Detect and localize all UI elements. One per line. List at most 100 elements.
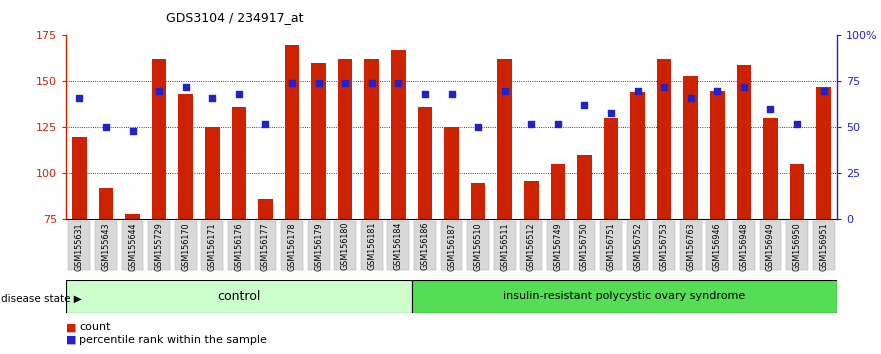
Point bbox=[764, 106, 778, 112]
Text: GSM156186: GSM156186 bbox=[420, 222, 429, 270]
FancyBboxPatch shape bbox=[813, 221, 834, 270]
Text: GSM156949: GSM156949 bbox=[766, 222, 775, 271]
Point bbox=[232, 91, 246, 97]
FancyBboxPatch shape bbox=[69, 221, 90, 270]
Point bbox=[790, 121, 804, 127]
Bar bbox=[338, 59, 352, 219]
Bar bbox=[789, 164, 804, 219]
FancyBboxPatch shape bbox=[680, 221, 701, 270]
FancyBboxPatch shape bbox=[414, 221, 436, 270]
FancyBboxPatch shape bbox=[600, 221, 622, 270]
Text: GSM156753: GSM156753 bbox=[660, 222, 669, 271]
Point bbox=[737, 84, 751, 90]
Text: GSM156180: GSM156180 bbox=[341, 222, 350, 270]
Text: GSM156177: GSM156177 bbox=[261, 222, 270, 271]
FancyBboxPatch shape bbox=[228, 221, 249, 270]
FancyBboxPatch shape bbox=[388, 221, 410, 270]
Text: control: control bbox=[218, 290, 261, 303]
FancyBboxPatch shape bbox=[440, 221, 463, 270]
Point bbox=[444, 91, 458, 97]
Point bbox=[285, 80, 299, 86]
Text: disease state ▶: disease state ▶ bbox=[1, 294, 82, 304]
Bar bbox=[524, 181, 538, 219]
Bar bbox=[152, 59, 167, 219]
Bar bbox=[285, 45, 300, 219]
Bar bbox=[125, 214, 140, 219]
Point bbox=[524, 121, 538, 127]
FancyBboxPatch shape bbox=[174, 221, 196, 270]
Point bbox=[152, 88, 167, 93]
Bar bbox=[737, 65, 751, 219]
Text: GSM156171: GSM156171 bbox=[208, 222, 217, 270]
Text: GSM156170: GSM156170 bbox=[181, 222, 190, 270]
Text: GSM156187: GSM156187 bbox=[447, 222, 456, 270]
FancyBboxPatch shape bbox=[654, 221, 675, 270]
Text: GSM156511: GSM156511 bbox=[500, 222, 509, 270]
FancyBboxPatch shape bbox=[281, 221, 303, 270]
Text: GSM156179: GSM156179 bbox=[315, 222, 323, 271]
Text: GSM155643: GSM155643 bbox=[101, 222, 110, 270]
Text: GDS3104 / 234917_at: GDS3104 / 234917_at bbox=[167, 11, 304, 24]
Bar bbox=[365, 59, 379, 219]
FancyBboxPatch shape bbox=[334, 221, 356, 270]
FancyBboxPatch shape bbox=[95, 221, 117, 270]
Text: percentile rank within the sample: percentile rank within the sample bbox=[79, 335, 267, 345]
Bar bbox=[577, 155, 592, 219]
Text: GSM156176: GSM156176 bbox=[234, 222, 243, 270]
Text: GSM156951: GSM156951 bbox=[819, 222, 828, 271]
Bar bbox=[763, 118, 778, 219]
Point bbox=[498, 88, 512, 93]
Bar bbox=[498, 59, 512, 219]
FancyBboxPatch shape bbox=[547, 221, 569, 270]
Text: GSM156749: GSM156749 bbox=[553, 222, 562, 271]
Bar bbox=[630, 92, 645, 219]
Point bbox=[604, 110, 618, 115]
Point bbox=[365, 80, 379, 86]
Text: count: count bbox=[79, 322, 111, 332]
FancyBboxPatch shape bbox=[707, 221, 729, 270]
FancyBboxPatch shape bbox=[307, 221, 329, 270]
FancyBboxPatch shape bbox=[786, 221, 808, 270]
FancyBboxPatch shape bbox=[733, 221, 755, 270]
Bar bbox=[817, 87, 831, 219]
Point bbox=[72, 95, 86, 101]
Text: GSM155729: GSM155729 bbox=[154, 222, 164, 271]
Bar bbox=[178, 94, 193, 219]
Bar bbox=[684, 76, 698, 219]
Point bbox=[258, 121, 272, 127]
Bar bbox=[258, 199, 273, 219]
Point bbox=[391, 80, 405, 86]
FancyBboxPatch shape bbox=[361, 221, 382, 270]
Bar bbox=[657, 59, 671, 219]
Bar bbox=[232, 107, 246, 219]
FancyBboxPatch shape bbox=[493, 221, 515, 270]
Text: GSM156512: GSM156512 bbox=[527, 222, 536, 271]
Text: GSM156946: GSM156946 bbox=[713, 222, 722, 270]
Text: GSM156751: GSM156751 bbox=[606, 222, 616, 271]
Point bbox=[205, 95, 219, 101]
FancyBboxPatch shape bbox=[411, 280, 837, 313]
Text: GSM156184: GSM156184 bbox=[394, 222, 403, 270]
Point bbox=[551, 121, 565, 127]
Point bbox=[684, 95, 698, 101]
Point bbox=[710, 88, 724, 93]
Text: GSM156178: GSM156178 bbox=[287, 222, 297, 270]
Point bbox=[418, 91, 432, 97]
Bar bbox=[710, 91, 725, 219]
Text: GSM156752: GSM156752 bbox=[633, 222, 642, 271]
Point bbox=[99, 125, 113, 130]
FancyBboxPatch shape bbox=[122, 221, 144, 270]
Point bbox=[125, 128, 139, 134]
FancyBboxPatch shape bbox=[521, 221, 542, 270]
Text: ■: ■ bbox=[66, 322, 77, 332]
Point bbox=[312, 80, 326, 86]
Bar bbox=[470, 183, 485, 219]
Bar bbox=[391, 50, 405, 219]
Point bbox=[179, 84, 193, 90]
Bar bbox=[603, 118, 618, 219]
Text: GSM155631: GSM155631 bbox=[75, 222, 84, 270]
Text: ■: ■ bbox=[66, 335, 77, 345]
FancyBboxPatch shape bbox=[467, 221, 489, 270]
Bar bbox=[551, 164, 565, 219]
Text: GSM156763: GSM156763 bbox=[686, 222, 695, 270]
